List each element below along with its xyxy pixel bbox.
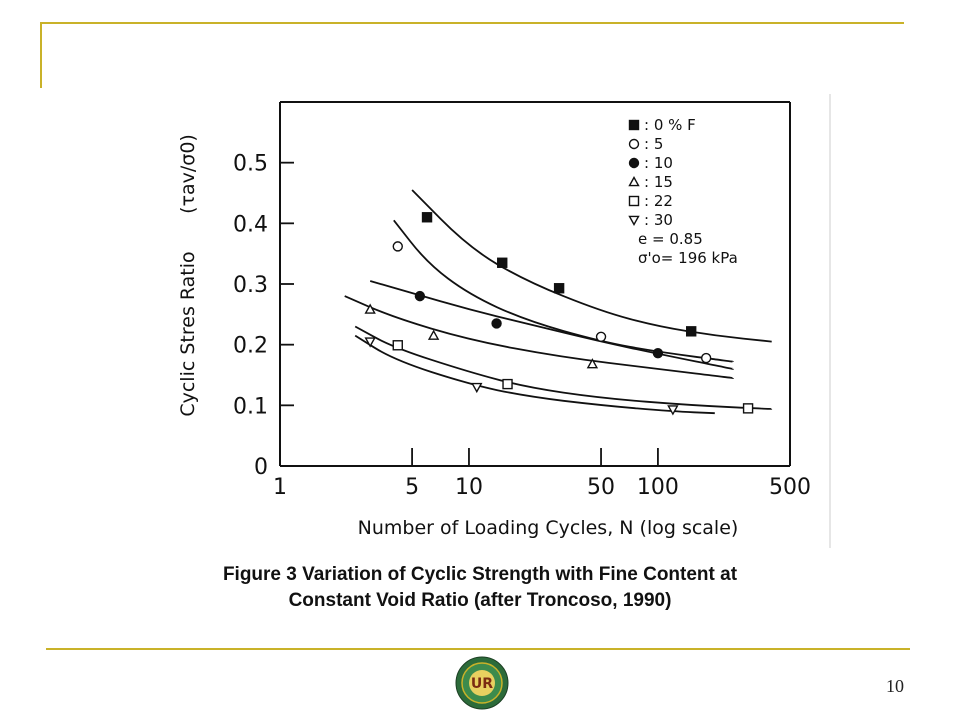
- chart-figure: 0 0.1 0.2 0.3 0.4 0.5 1 5 10 50 100 500 : 0 % F: 5:…: [150, 94, 832, 548]
- caption-line-1: Figure 3 Variation of Cyclic Strength wi…: [222, 564, 738, 585]
- y-tick-label: 0.2: [233, 334, 268, 359]
- chart-annotation: e = 0.85: [638, 230, 703, 248]
- x-tick-label: 10: [455, 475, 483, 500]
- x-tick-label: 50: [587, 475, 615, 500]
- chart-annotation: σ'o= 196 kPa: [638, 249, 738, 267]
- frame-bottom-line: [46, 648, 910, 650]
- data-point: [685, 326, 697, 337]
- legend-marker: [628, 215, 640, 226]
- legend-label: : 10: [644, 154, 673, 172]
- data-point: [700, 352, 712, 364]
- data-point: [502, 378, 513, 390]
- x-tick-label: 1: [273, 475, 287, 500]
- legend-label: : 30: [644, 211, 673, 229]
- data-point: [652, 347, 664, 359]
- legend-marker: [628, 157, 640, 169]
- x-tick-label: 5: [405, 475, 419, 500]
- data-point: [497, 257, 508, 268]
- series-line: [354, 334, 715, 415]
- series-line: [369, 280, 734, 370]
- series-line: [393, 219, 734, 363]
- y-axis-label: Cyclic Stres Ratio: [177, 251, 199, 416]
- legend-marker: [628, 176, 640, 187]
- x-axis-label: Number of Loading Cycles, N (log scale): [358, 517, 739, 539]
- data-point: [392, 241, 403, 252]
- data-point: [392, 340, 403, 351]
- series-line: [354, 325, 773, 410]
- university-logo: UR: [455, 656, 509, 710]
- legend-marker: [628, 195, 640, 207]
- legend-label: : 5: [644, 135, 663, 153]
- logo-emblem: [469, 670, 495, 696]
- y-axis-symbol: (τav/σ0): [177, 134, 199, 214]
- x-tick-label: 100: [637, 475, 679, 500]
- logo-text: UR: [471, 676, 493, 692]
- data-point: [667, 405, 679, 416]
- data-point: [364, 303, 376, 314]
- y-tick-label: 0.1: [233, 394, 268, 419]
- y-tick-label: 0.4: [233, 212, 268, 237]
- frame-top-line: [40, 22, 904, 24]
- data-point: [414, 290, 426, 302]
- data-point: [364, 337, 376, 348]
- y-tick-label: 0: [254, 455, 268, 480]
- caption-line-2: Constant Void Ratio (after Troncoso, 199…: [288, 590, 672, 611]
- cyclic-strength-chart: 0 0.1 0.2 0.3 0.4 0.5 1 5 10 50 100 500 : 0 % F: 5:…: [150, 94, 832, 548]
- data-point: [595, 331, 607, 342]
- legend-label: : 0 % F: [644, 116, 696, 134]
- page-number: 10: [886, 676, 904, 696]
- legend-label: : 15: [644, 173, 673, 191]
- y-tick-label: 0.3: [233, 273, 268, 298]
- data-point: [471, 382, 483, 394]
- chart-background: [150, 94, 832, 548]
- data-point: [586, 358, 599, 369]
- data-point: [553, 283, 565, 294]
- data-point: [427, 329, 440, 340]
- data-point: [742, 403, 754, 414]
- y-tick-label: 0.5: [233, 152, 268, 177]
- frame-left-line: [40, 22, 42, 88]
- data-point: [421, 212, 433, 223]
- series-line: [411, 189, 772, 343]
- legend-label: : 22: [644, 192, 673, 210]
- figure-caption: Figure 3 Variation of Cyclic Strength wi…: [100, 562, 860, 614]
- legend-marker: [628, 138, 640, 150]
- x-tick-label: 500: [769, 475, 811, 500]
- legend-marker: [628, 119, 640, 131]
- data-point: [491, 318, 502, 329]
